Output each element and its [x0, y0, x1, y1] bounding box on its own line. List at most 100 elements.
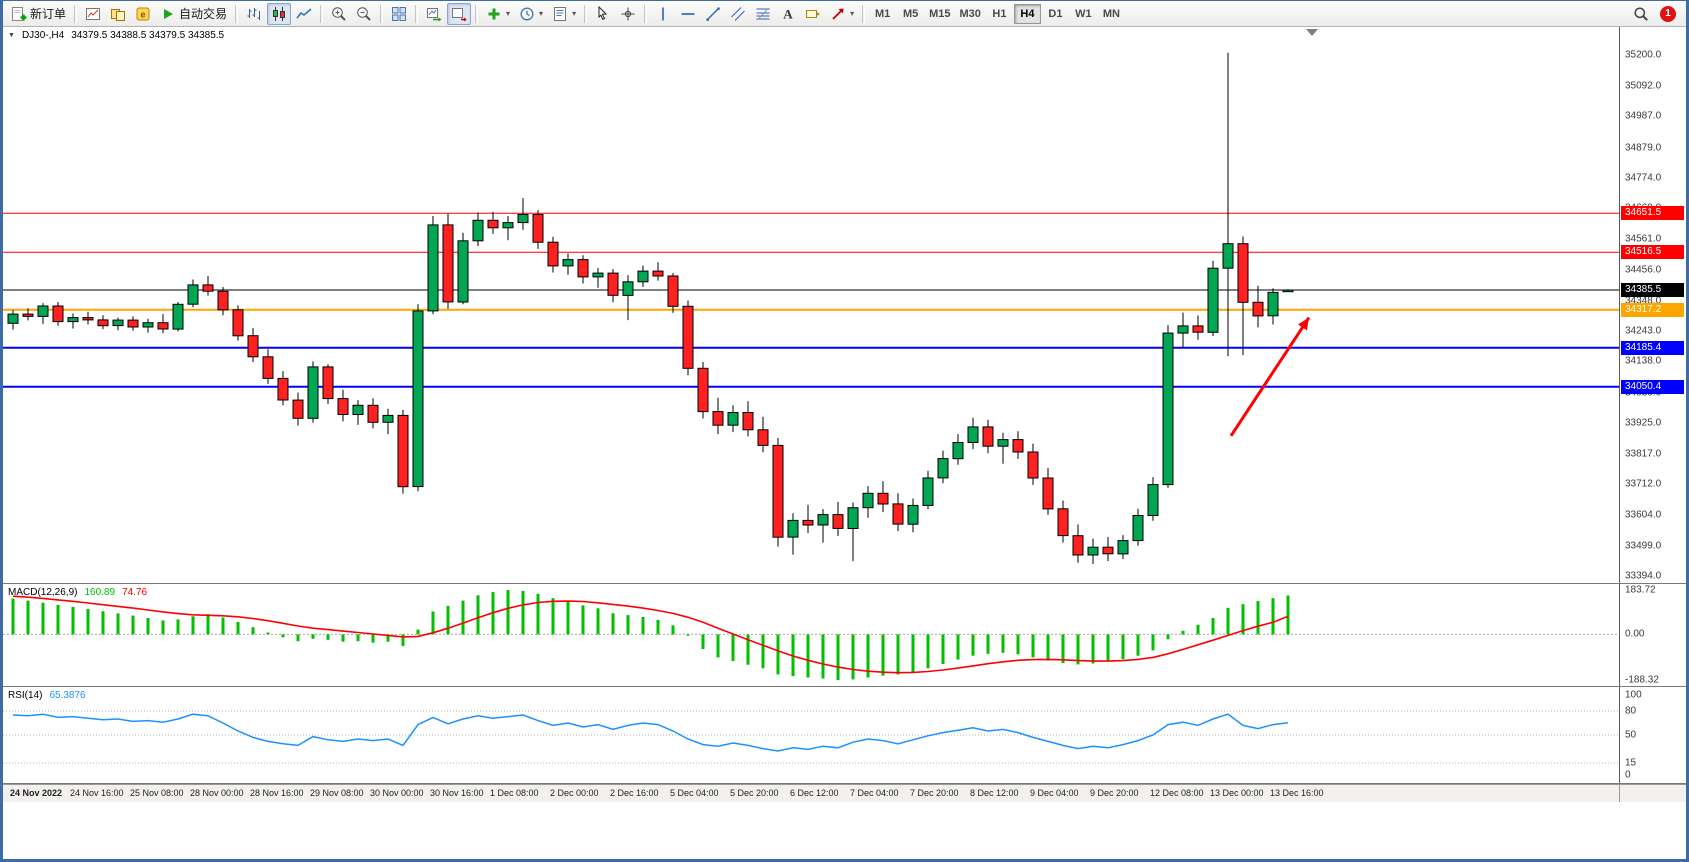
price-axis[interactable]: 35200.035092.034987.034879.034774.034669… [1619, 27, 1686, 583]
one-click-trading-toggle[interactable]: ▼ [8, 31, 15, 39]
hline-icon [681, 12, 695, 15]
chart-shift-marker[interactable] [1306, 29, 1318, 36]
indicator-plus-icon [488, 8, 500, 19]
tile-windows-button[interactable] [387, 3, 411, 25]
time-label: 7 Dec 20:00 [910, 788, 959, 798]
line-chart-mode-button[interactable] [292, 3, 316, 25]
new-chart-button[interactable] [81, 3, 105, 25]
zoom-in-icon [332, 6, 346, 21]
new-order-label: 新订单 [30, 7, 67, 21]
candle-body [502, 222, 514, 229]
candle-body [1117, 540, 1129, 555]
time-label: 13 Dec 00:00 [1210, 788, 1264, 798]
candle-body [952, 442, 964, 460]
label-tool-button[interactable] [801, 3, 825, 25]
search-button[interactable] [1629, 3, 1653, 25]
chart-shift-button[interactable] [447, 2, 472, 25]
price-tick: 33712.0 [1625, 478, 1662, 490]
timeframe-D1[interactable]: D1 [1048, 7, 1063, 20]
time-axis[interactable]: 24 Nov 2022 24 Nov 16:00 25 Nov 08:00 28 No… [3, 784, 1686, 802]
axis-separator [1619, 785, 1620, 802]
arrow-shape-icon [832, 8, 844, 20]
arrows-tool-button[interactable]: ▾ [826, 3, 858, 25]
notification-badge[interactable]: 1 [1660, 5, 1676, 22]
periods-list-button[interactable]: ▾ [515, 3, 547, 25]
candle-body [322, 366, 334, 400]
price-tick: 33817.0 [1625, 448, 1662, 460]
macd-canvas[interactable] [3, 584, 1619, 686]
candle-body [1222, 243, 1234, 269]
candle-body [472, 219, 484, 242]
candle-body [202, 284, 214, 292]
panel-divider[interactable] [3, 686, 1686, 687]
timeframe-M15[interactable]: M15 [929, 7, 951, 20]
zoom-out-button[interactable] [352, 3, 376, 25]
profiles-button[interactable] [106, 3, 130, 25]
new-order-button[interactable]: 新订单 [7, 3, 70, 25]
autotrading-button[interactable]: 自动交易 [156, 3, 231, 25]
metaeditor-button[interactable]: e [131, 3, 155, 25]
indicators-list-button[interactable]: ▾ [482, 3, 514, 25]
timeframe-MN[interactable]: MN [1102, 7, 1120, 20]
price-tick: 34456.0 [1625, 264, 1662, 276]
price-tick: 34561.0 [1625, 233, 1662, 245]
timeframe-H4[interactable]: H4 [1013, 3, 1041, 24]
vertical-line-tool-button[interactable] [651, 3, 675, 25]
time-label: 29 Nov 08:00 [310, 788, 364, 798]
price-chart-canvas[interactable] [3, 27, 1619, 583]
rsi-canvas[interactable] [3, 687, 1619, 783]
channel-tool-button[interactable] [726, 3, 750, 25]
macd-signal-value: 74.76 [122, 587, 148, 598]
clock-icon [520, 6, 534, 21]
trend-arrow-head [1298, 317, 1309, 331]
rsi-axis[interactable]: 100 80 50 15 0 [1619, 687, 1686, 783]
rsi-tick: 80 [1625, 705, 1637, 717]
timeframe-M1[interactable]: M1 [874, 7, 891, 20]
candle-body [892, 503, 904, 525]
toolbar-separator [475, 4, 479, 23]
candle-body [982, 426, 994, 447]
timeframe-M30[interactable]: M30 [959, 7, 981, 20]
crosshair-tool-button[interactable] [616, 3, 640, 25]
candle-body [97, 319, 109, 327]
timeframe-M5[interactable]: M5 [902, 7, 919, 20]
time-label: 2 Dec 00:00 [550, 788, 599, 798]
templates-button[interactable]: ▾ [548, 3, 580, 25]
time-label: 28 Nov 16:00 [250, 788, 304, 798]
candle-body [787, 519, 799, 538]
candle-body [817, 514, 829, 526]
rsi-value: 65.3876 [49, 690, 86, 701]
candle-body [1102, 546, 1114, 555]
macd-axis[interactable]: 183.72 0.00 -188.32 [1619, 584, 1686, 686]
candle-body [1252, 301, 1264, 317]
candle-body [232, 309, 244, 337]
auto-scroll-button[interactable] [422, 3, 446, 25]
candle-body [7, 313, 19, 324]
rsi-tick: 50 [1625, 729, 1637, 741]
time-label: 6 Dec 12:00 [790, 788, 839, 798]
panel-divider[interactable] [3, 783, 1686, 784]
candle-body [907, 504, 919, 525]
horizontal-line-tool-button[interactable] [676, 3, 700, 25]
line-icon [296, 7, 312, 18]
macd-main-value: 160.89 [84, 587, 116, 598]
candle-body [592, 272, 604, 278]
text-tool-button[interactable]: A [776, 3, 800, 25]
price-level-tag: 34651.5 [1621, 206, 1684, 221]
bar-chart-mode-button[interactable] [242, 3, 266, 25]
zoom-in-button[interactable] [327, 3, 351, 25]
trendline-tool-button[interactable] [701, 3, 725, 25]
candlestick-mode-button[interactable] [267, 2, 292, 25]
timeframe-W1[interactable]: W1 [1075, 7, 1092, 20]
candle-body [367, 404, 379, 423]
price-tick: 34987.0 [1625, 110, 1662, 122]
price-tick: 33499.0 [1625, 540, 1662, 552]
panel-divider[interactable] [3, 583, 1686, 584]
dropdown-caret-icon: ▾ [572, 9, 577, 18]
metaeditor-icon: e [136, 7, 150, 20]
trend-arrow-annotation[interactable] [1229, 316, 1311, 437]
candle-body [532, 214, 544, 243]
fibonacci-tool-button[interactable] [751, 3, 775, 25]
cursor-tool-button[interactable] [591, 3, 615, 25]
timeframe-H1[interactable]: H1 [992, 7, 1007, 20]
